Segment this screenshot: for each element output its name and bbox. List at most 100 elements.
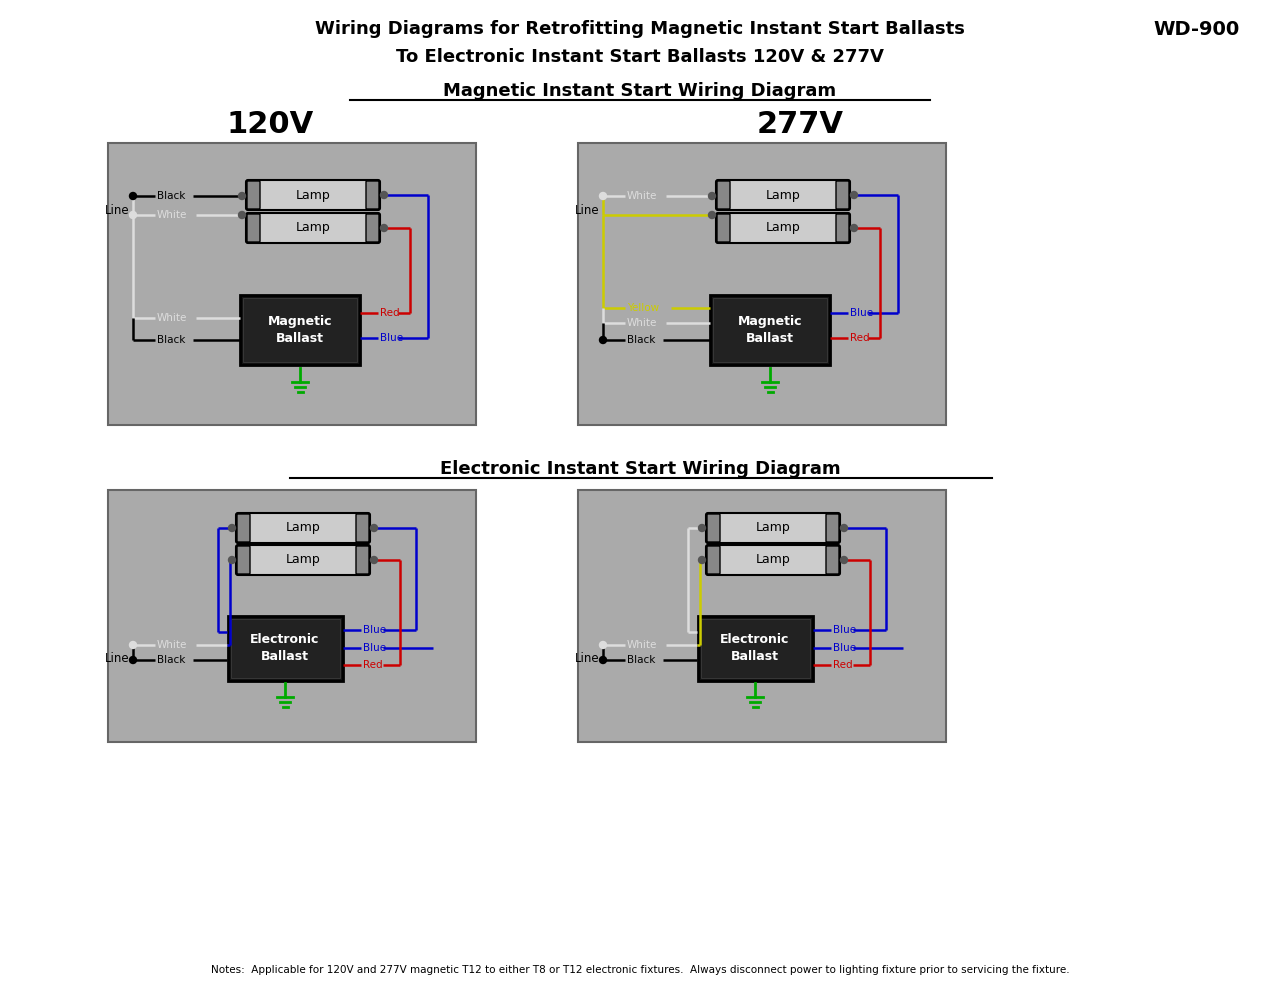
Circle shape bbox=[850, 192, 858, 199]
Circle shape bbox=[129, 212, 137, 219]
Bar bbox=[579, 490, 946, 742]
Text: To Electronic Instant Start Ballasts 120V & 277V: To Electronic Instant Start Ballasts 120… bbox=[396, 48, 884, 66]
Circle shape bbox=[709, 212, 716, 219]
Text: White: White bbox=[157, 640, 187, 650]
Text: Black: Black bbox=[627, 335, 655, 345]
FancyBboxPatch shape bbox=[836, 181, 849, 209]
Text: White: White bbox=[627, 191, 658, 201]
Text: Red: Red bbox=[364, 660, 383, 670]
Text: Lamp: Lamp bbox=[755, 521, 790, 534]
Circle shape bbox=[599, 642, 607, 649]
FancyBboxPatch shape bbox=[707, 546, 719, 574]
Circle shape bbox=[699, 524, 705, 531]
Bar bbox=[230, 618, 339, 677]
Bar bbox=[243, 298, 357, 362]
FancyBboxPatch shape bbox=[246, 180, 380, 210]
FancyBboxPatch shape bbox=[826, 514, 838, 542]
FancyBboxPatch shape bbox=[247, 214, 260, 242]
FancyBboxPatch shape bbox=[717, 214, 730, 242]
Circle shape bbox=[699, 557, 705, 564]
Text: Blue: Blue bbox=[364, 643, 387, 653]
Text: Black: Black bbox=[627, 655, 655, 665]
Circle shape bbox=[229, 557, 236, 564]
Text: Lamp: Lamp bbox=[765, 189, 800, 202]
Circle shape bbox=[238, 212, 246, 219]
Text: Blue: Blue bbox=[380, 333, 403, 343]
Text: Electronic Instant Start Wiring Diagram: Electronic Instant Start Wiring Diagram bbox=[440, 460, 840, 478]
Text: Lamp: Lamp bbox=[296, 189, 330, 202]
Circle shape bbox=[238, 193, 246, 200]
FancyBboxPatch shape bbox=[247, 181, 260, 209]
Circle shape bbox=[709, 193, 716, 200]
Circle shape bbox=[380, 192, 388, 199]
Text: Wiring Diagrams for Retrofitting Magnetic Instant Start Ballasts: Wiring Diagrams for Retrofitting Magneti… bbox=[315, 20, 965, 38]
FancyBboxPatch shape bbox=[716, 180, 850, 210]
Circle shape bbox=[380, 225, 388, 231]
Text: Notes:  Applicable for 120V and 277V magnetic T12 to either T8 or T12 electronic: Notes: Applicable for 120V and 277V magn… bbox=[211, 965, 1069, 975]
Text: Blue: Blue bbox=[850, 308, 873, 318]
Circle shape bbox=[229, 524, 236, 531]
Circle shape bbox=[850, 225, 858, 231]
Text: Electronic
Ballast: Electronic Ballast bbox=[721, 633, 790, 663]
Text: Blue: Blue bbox=[833, 643, 856, 653]
Text: White: White bbox=[157, 313, 187, 323]
Circle shape bbox=[129, 642, 137, 649]
Bar bbox=[700, 618, 809, 677]
Text: Red: Red bbox=[850, 333, 869, 343]
Circle shape bbox=[129, 657, 137, 664]
FancyBboxPatch shape bbox=[236, 545, 370, 575]
Text: Line: Line bbox=[105, 652, 131, 665]
Text: Lamp: Lamp bbox=[755, 554, 790, 567]
FancyBboxPatch shape bbox=[246, 213, 380, 243]
Text: White: White bbox=[627, 640, 658, 650]
FancyBboxPatch shape bbox=[707, 513, 840, 543]
FancyBboxPatch shape bbox=[237, 514, 250, 542]
FancyBboxPatch shape bbox=[366, 214, 379, 242]
Bar bbox=[579, 143, 946, 425]
Text: WD-900: WD-900 bbox=[1153, 20, 1240, 39]
Bar bbox=[698, 615, 813, 680]
FancyBboxPatch shape bbox=[707, 545, 840, 575]
Circle shape bbox=[841, 524, 847, 531]
Text: Red: Red bbox=[833, 660, 852, 670]
Circle shape bbox=[129, 193, 137, 200]
Text: 120V: 120V bbox=[227, 110, 314, 139]
FancyBboxPatch shape bbox=[356, 514, 369, 542]
Text: Line: Line bbox=[576, 652, 600, 665]
FancyBboxPatch shape bbox=[836, 214, 849, 242]
Circle shape bbox=[599, 657, 607, 664]
Text: White: White bbox=[627, 318, 658, 328]
FancyBboxPatch shape bbox=[717, 181, 730, 209]
FancyBboxPatch shape bbox=[366, 181, 379, 209]
Text: White: White bbox=[157, 210, 187, 220]
Circle shape bbox=[841, 557, 847, 564]
Text: Electronic
Ballast: Electronic Ballast bbox=[251, 633, 320, 663]
Text: Yellow: Yellow bbox=[627, 303, 659, 313]
FancyBboxPatch shape bbox=[237, 546, 250, 574]
FancyBboxPatch shape bbox=[826, 546, 838, 574]
Text: Black: Black bbox=[157, 335, 186, 345]
Text: Line: Line bbox=[105, 204, 131, 217]
Text: Magnetic
Ballast: Magnetic Ballast bbox=[268, 315, 333, 345]
Text: Red: Red bbox=[380, 308, 399, 318]
Bar bbox=[228, 615, 343, 680]
Text: 277V: 277V bbox=[756, 110, 844, 139]
Text: Lamp: Lamp bbox=[285, 554, 320, 567]
Text: Magnetic
Ballast: Magnetic Ballast bbox=[737, 315, 803, 345]
Text: Blue: Blue bbox=[364, 625, 387, 635]
Bar bbox=[241, 295, 360, 365]
Circle shape bbox=[370, 557, 378, 564]
Circle shape bbox=[370, 524, 378, 531]
FancyBboxPatch shape bbox=[707, 514, 719, 542]
FancyBboxPatch shape bbox=[236, 513, 370, 543]
Text: Lamp: Lamp bbox=[296, 222, 330, 234]
Text: Black: Black bbox=[157, 655, 186, 665]
Text: Lamp: Lamp bbox=[285, 521, 320, 534]
Bar bbox=[108, 143, 476, 425]
Text: Magnetic Instant Start Wiring Diagram: Magnetic Instant Start Wiring Diagram bbox=[443, 82, 837, 100]
Text: Lamp: Lamp bbox=[765, 222, 800, 234]
Text: Black: Black bbox=[157, 191, 186, 201]
Bar bbox=[713, 298, 827, 362]
FancyBboxPatch shape bbox=[356, 546, 369, 574]
Circle shape bbox=[599, 193, 607, 200]
